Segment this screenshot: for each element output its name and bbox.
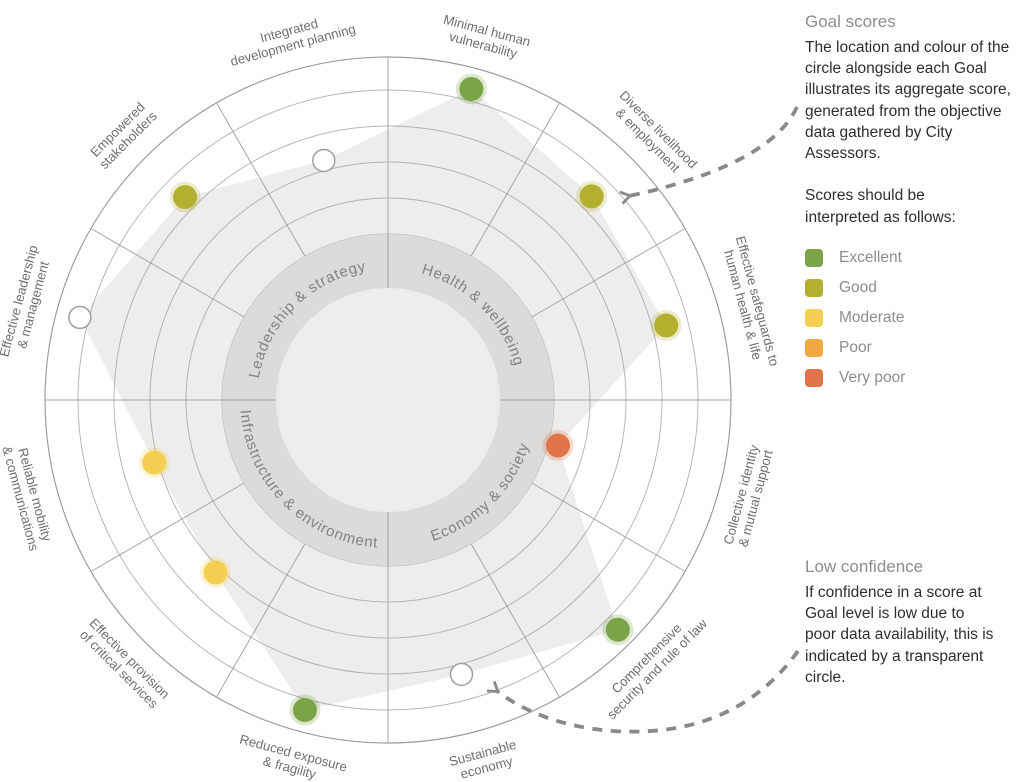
legend-label-excellent: Excellent <box>839 248 902 266</box>
legend-swatch-very-poor <box>805 368 823 387</box>
legend-swatch-moderate <box>805 308 823 327</box>
goal-score-dot-effective-safeguards-to-human-health-life <box>654 313 679 338</box>
sector-divider <box>531 228 686 318</box>
sector-divider <box>531 482 686 572</box>
legend-item-moderate: Moderate <box>805 308 1031 327</box>
goal-score-dot-effective-leadership-management-low-confidence <box>68 305 92 330</box>
legend-label-moderate: Moderate <box>839 308 905 326</box>
sector-divider <box>216 543 306 698</box>
low-confidence-note: Low confidence If confidence in a score … <box>805 557 1015 709</box>
sector-divider <box>216 102 306 257</box>
legend-swatch-poor <box>805 338 823 357</box>
legend-label-very-poor: Very poor <box>839 368 906 386</box>
goal-label-collective-identity-mutual-support: Collective identity& mutual support <box>721 443 777 550</box>
goal-label-reliable-mobility-communications: Reliable mobility& communications <box>0 441 56 553</box>
aggregate-score-polygon <box>79 88 667 711</box>
legend-item-excellent: Excellent <box>805 248 1031 267</box>
goal-score-dot-diverse-livelihood-employment <box>579 184 604 209</box>
sector-divider <box>470 543 560 698</box>
goal-label-empowered-stakeholders: Empoweredstakeholders <box>86 98 160 172</box>
legend-label-poor: Poor <box>839 338 872 356</box>
goal-score-dot-reduced-exposure-fragility <box>292 698 317 723</box>
goal-label-effective-leadership-management: Effective leadership& management <box>0 244 55 363</box>
sector-divider <box>470 102 560 257</box>
legend-item-good: Good <box>805 278 1031 297</box>
low-confidence-body: If confidence in a score at Goal level i… <box>805 584 994 686</box>
goal-score-dot-reliable-mobility-communications <box>142 450 167 475</box>
goal-label-reduced-exposure-fragility: Reduced exposure& fragility <box>234 731 349 782</box>
sector-divider <box>90 482 245 572</box>
interpret-intro: Scores should be interpreted as follows: <box>805 187 956 226</box>
legend-swatch-excellent <box>805 248 823 267</box>
goal-label-diverse-livelihood-employment: Diverse livelihood& employment <box>606 88 700 182</box>
legend-label-good: Good <box>839 278 877 296</box>
goal-score-dot-integrated-development-planning-low-confidence <box>312 148 336 173</box>
goal-scores-body: The location and colour of the circle al… <box>805 39 1011 163</box>
sector-divider <box>90 228 245 318</box>
goal-scores-title: Goal scores <box>805 12 896 31</box>
legend-item-poor: Poor <box>805 338 1031 357</box>
goal-score-dot-effective-provision-of-critical-services <box>203 560 228 585</box>
goal-label-sustainable-economy: Sustainableeconomy <box>447 737 521 782</box>
goal-score-dot-empowered-stakeholders <box>173 185 198 210</box>
goal-scores-note: Goal scores The location and colour of t… <box>805 12 1031 399</box>
goal-score-dot-minimal-human-vulnerability <box>459 76 484 101</box>
goal-label-effective-provision-of-critical-services: Effective provisionof critical services <box>76 615 173 712</box>
goal-label-integrated-development-planning: Integrateddevelopment planning <box>225 7 357 69</box>
goal-label-minimal-human-vulnerability: Minimal humanvulnerability <box>438 12 532 64</box>
goal-scores-arrow <box>629 106 799 196</box>
goal-score-dot-comprehensive-security-and-rule-of-law <box>605 617 630 642</box>
legend-item-very-poor: Very poor <box>805 368 1031 387</box>
goal-score-dot-sustainable-economy-low-confidence <box>449 662 474 687</box>
legend-swatch-good <box>805 278 823 297</box>
score-legend: Excellent Good Moderate Poor Very poor <box>805 248 1031 387</box>
low-confidence-arrow <box>497 649 800 734</box>
goal-score-dot-collective-identity-mutual-support <box>546 433 571 458</box>
low-confidence-title: Low confidence <box>805 557 924 576</box>
